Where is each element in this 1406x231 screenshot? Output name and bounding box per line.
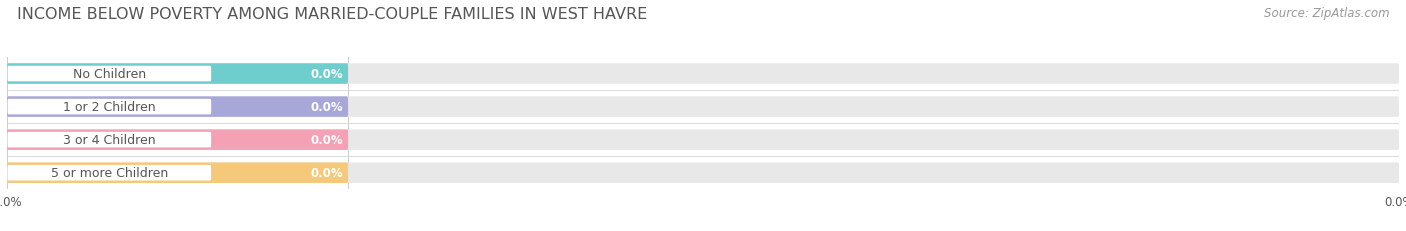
Text: 0.0%: 0.0% (311, 68, 343, 81)
Text: 1 or 2 Children: 1 or 2 Children (63, 101, 156, 114)
FancyBboxPatch shape (7, 163, 1399, 183)
FancyBboxPatch shape (7, 130, 1399, 150)
FancyBboxPatch shape (7, 165, 211, 181)
FancyBboxPatch shape (7, 64, 1399, 84)
FancyBboxPatch shape (7, 97, 349, 117)
FancyBboxPatch shape (7, 97, 1399, 117)
Text: No Children: No Children (73, 68, 146, 81)
Text: 0.0%: 0.0% (311, 167, 343, 179)
FancyBboxPatch shape (7, 132, 211, 148)
FancyBboxPatch shape (7, 130, 349, 150)
Text: INCOME BELOW POVERTY AMONG MARRIED-COUPLE FAMILIES IN WEST HAVRE: INCOME BELOW POVERTY AMONG MARRIED-COUPL… (17, 7, 647, 22)
FancyBboxPatch shape (7, 163, 349, 183)
FancyBboxPatch shape (7, 67, 211, 82)
FancyBboxPatch shape (7, 99, 211, 115)
Text: 5 or more Children: 5 or more Children (51, 167, 167, 179)
FancyBboxPatch shape (7, 64, 349, 84)
Text: 3 or 4 Children: 3 or 4 Children (63, 134, 156, 146)
Text: 0.0%: 0.0% (311, 134, 343, 146)
Text: Source: ZipAtlas.com: Source: ZipAtlas.com (1264, 7, 1389, 20)
Text: 0.0%: 0.0% (311, 101, 343, 114)
